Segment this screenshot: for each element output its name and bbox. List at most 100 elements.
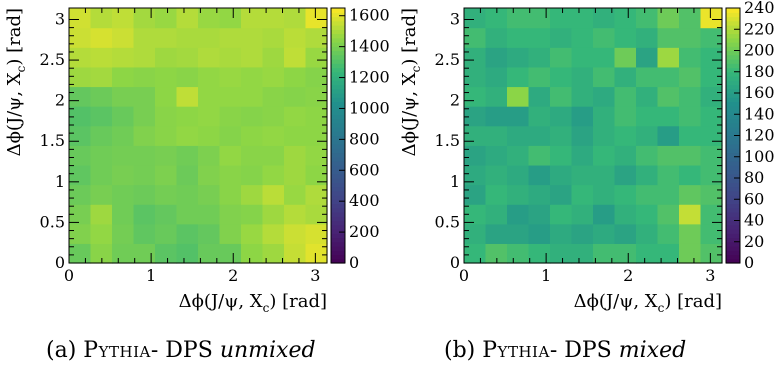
heatmap-cell bbox=[485, 106, 508, 127]
heatmap-cell bbox=[69, 8, 92, 29]
colorbar-segment bbox=[726, 25, 740, 30]
x-tick-label: 3 bbox=[310, 266, 320, 285]
colorbar-segment bbox=[726, 250, 740, 256]
heatmap-cell bbox=[464, 86, 487, 107]
heatmap-cell bbox=[636, 106, 659, 127]
caption-b: (b) Pythia- DPS mixed bbox=[444, 338, 686, 363]
x-axis-label: Δϕ(J/ψ, Xc) [rad] bbox=[574, 291, 722, 315]
colorbar-tick-label: 0 bbox=[744, 253, 754, 272]
heatmap-cell bbox=[133, 27, 156, 48]
heatmap-cell bbox=[528, 47, 551, 68]
heatmap-cell bbox=[679, 204, 702, 225]
caption-generator: Pythia bbox=[482, 338, 550, 363]
heatmap-cell bbox=[528, 8, 551, 29]
heatmap-cell bbox=[507, 243, 530, 264]
heatmap-cell bbox=[262, 27, 285, 48]
heatmap-cell bbox=[550, 184, 573, 205]
heatmap-cell bbox=[198, 184, 221, 205]
heatmap-cell bbox=[528, 27, 551, 48]
colorbar-tick-label: 1400 bbox=[349, 37, 390, 56]
heatmap-cell bbox=[133, 184, 156, 205]
heatmap-cell bbox=[69, 125, 92, 146]
heatmap-cell bbox=[614, 223, 637, 244]
heatmap-cell bbox=[528, 86, 551, 107]
heatmap-cell bbox=[636, 243, 659, 264]
heatmap-cell bbox=[657, 47, 680, 68]
colorbar-tick-label: 400 bbox=[349, 191, 380, 210]
heatmap-cell bbox=[593, 125, 616, 146]
heatmap-cell bbox=[636, 66, 659, 88]
heatmap-cell bbox=[90, 164, 113, 186]
y-tick-label: 2 bbox=[55, 91, 65, 110]
heatmap-cell bbox=[636, 164, 659, 186]
heatmap-cell bbox=[700, 223, 723, 244]
heatmap-cell bbox=[198, 223, 221, 244]
heatmap-cell bbox=[219, 125, 242, 146]
heatmap-cell bbox=[155, 27, 178, 48]
heatmap-cell bbox=[133, 106, 156, 127]
heatmap-cell bbox=[614, 243, 637, 264]
heatmap-cell bbox=[112, 243, 135, 264]
heatmap-cell bbox=[657, 27, 680, 48]
heatmap-cell bbox=[284, 204, 307, 225]
heatmap-cell bbox=[485, 8, 508, 29]
heatmap-cell bbox=[69, 106, 92, 127]
heatmap-cell bbox=[133, 164, 156, 186]
heatmap-cell bbox=[485, 164, 508, 186]
heatmap-cell bbox=[112, 184, 135, 205]
heatmap-cell bbox=[176, 164, 199, 186]
colorbar-segment bbox=[331, 114, 345, 120]
heatmap-cell bbox=[528, 223, 551, 244]
heatmap-cell bbox=[133, 145, 156, 166]
colorbar-segment bbox=[726, 258, 740, 264]
colorbar-segment bbox=[726, 237, 740, 243]
y-tick-label: 0 bbox=[55, 253, 65, 272]
heatmap-cell bbox=[284, 86, 307, 107]
heatmap-cell bbox=[305, 27, 328, 48]
heatmap-cell bbox=[305, 164, 328, 186]
heatmap-cell bbox=[176, 145, 199, 166]
heatmap-cell bbox=[69, 184, 92, 205]
heatmap-cell bbox=[485, 204, 508, 225]
heatmap-cell bbox=[176, 66, 199, 88]
heatmap-cell bbox=[155, 164, 178, 186]
colorbar-segment bbox=[331, 12, 345, 18]
colorbar-segment bbox=[331, 127, 345, 132]
heatmap-cell bbox=[284, 27, 307, 48]
heatmap-cell bbox=[464, 66, 487, 88]
heatmap-cell bbox=[571, 145, 594, 166]
heatmap-cell bbox=[305, 125, 328, 146]
colorbar-segment bbox=[331, 195, 345, 200]
y-axis-label: Δϕ(J/ψ, Xc) [rad] bbox=[399, 8, 423, 156]
colorbar-segment bbox=[331, 84, 345, 90]
heatmap-cell bbox=[507, 27, 530, 48]
heatmap-cell bbox=[219, 86, 242, 107]
heatmap-cell bbox=[90, 184, 113, 205]
heatmap-cell bbox=[112, 27, 135, 48]
colorbar-segment bbox=[331, 131, 345, 137]
heatmap-cell bbox=[571, 47, 594, 68]
colorbar-segment bbox=[726, 241, 740, 247]
heatmap-cell bbox=[241, 223, 264, 244]
heatmap-cell bbox=[507, 125, 530, 146]
heatmap-cell bbox=[155, 223, 178, 244]
heatmap-cell bbox=[112, 8, 135, 29]
heatmap-cell bbox=[176, 86, 199, 107]
colorbar-segment bbox=[726, 203, 740, 209]
heatmap-cell bbox=[198, 8, 221, 29]
caption-mode: mixed bbox=[618, 338, 687, 363]
heatmap-cell bbox=[464, 47, 487, 68]
heatmap-cell bbox=[155, 204, 178, 225]
heatmap-cell bbox=[679, 125, 702, 146]
heatmap-cell bbox=[528, 125, 551, 146]
heatmap-cell bbox=[700, 184, 723, 205]
colorbar-segment bbox=[331, 237, 345, 243]
x-tick-label: 1 bbox=[541, 266, 551, 285]
colorbar-tick-label: 800 bbox=[349, 129, 380, 148]
heatmap-cell bbox=[155, 145, 178, 166]
heatmap-cell bbox=[485, 145, 508, 166]
heatmap-cell bbox=[528, 204, 551, 225]
heatmap-cell bbox=[657, 86, 680, 107]
heatmap-cell bbox=[284, 145, 307, 166]
colorbar-segment bbox=[331, 169, 345, 175]
